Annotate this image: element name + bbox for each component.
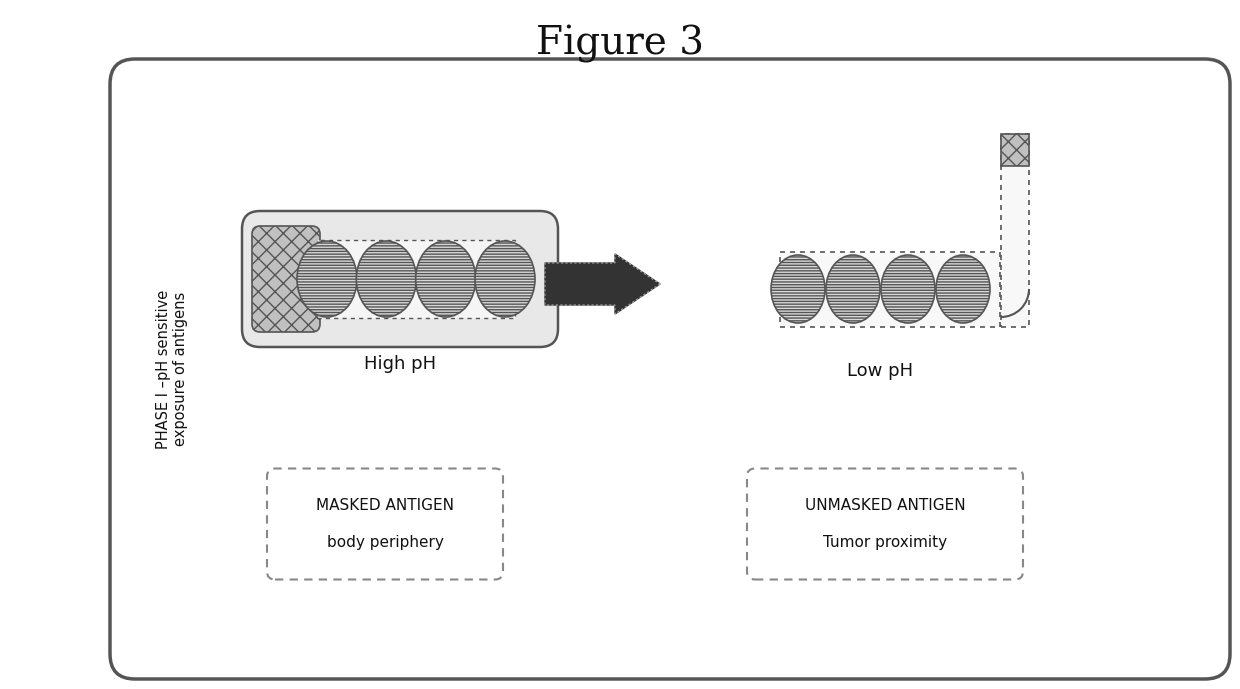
Text: Figure 3: Figure 3 xyxy=(536,25,704,63)
Bar xyxy=(1001,134,1029,327)
FancyBboxPatch shape xyxy=(267,469,503,579)
Text: MASKED ANTIGEN: MASKED ANTIGEN xyxy=(316,499,454,513)
Ellipse shape xyxy=(771,255,825,323)
FancyBboxPatch shape xyxy=(242,211,558,347)
Text: Tumor proximity: Tumor proximity xyxy=(823,535,947,550)
Text: UNMASKED ANTIGEN: UNMASKED ANTIGEN xyxy=(805,499,965,513)
Ellipse shape xyxy=(415,241,476,317)
Text: High pH: High pH xyxy=(363,355,436,373)
FancyBboxPatch shape xyxy=(252,226,320,332)
FancyBboxPatch shape xyxy=(110,59,1230,679)
Bar xyxy=(317,240,515,318)
Bar xyxy=(1001,134,1029,166)
FancyBboxPatch shape xyxy=(746,469,1023,579)
Ellipse shape xyxy=(826,255,880,323)
Ellipse shape xyxy=(298,241,357,317)
Text: Low pH: Low pH xyxy=(847,362,913,380)
Text: PHASE I –pH sensitive
exposure of antigens: PHASE I –pH sensitive exposure of antige… xyxy=(156,289,188,449)
Bar xyxy=(780,251,999,327)
Text: body periphery: body periphery xyxy=(326,535,444,550)
Ellipse shape xyxy=(356,241,417,317)
FancyArrow shape xyxy=(546,254,660,314)
Ellipse shape xyxy=(936,255,990,323)
Ellipse shape xyxy=(475,241,534,317)
Ellipse shape xyxy=(880,255,935,323)
